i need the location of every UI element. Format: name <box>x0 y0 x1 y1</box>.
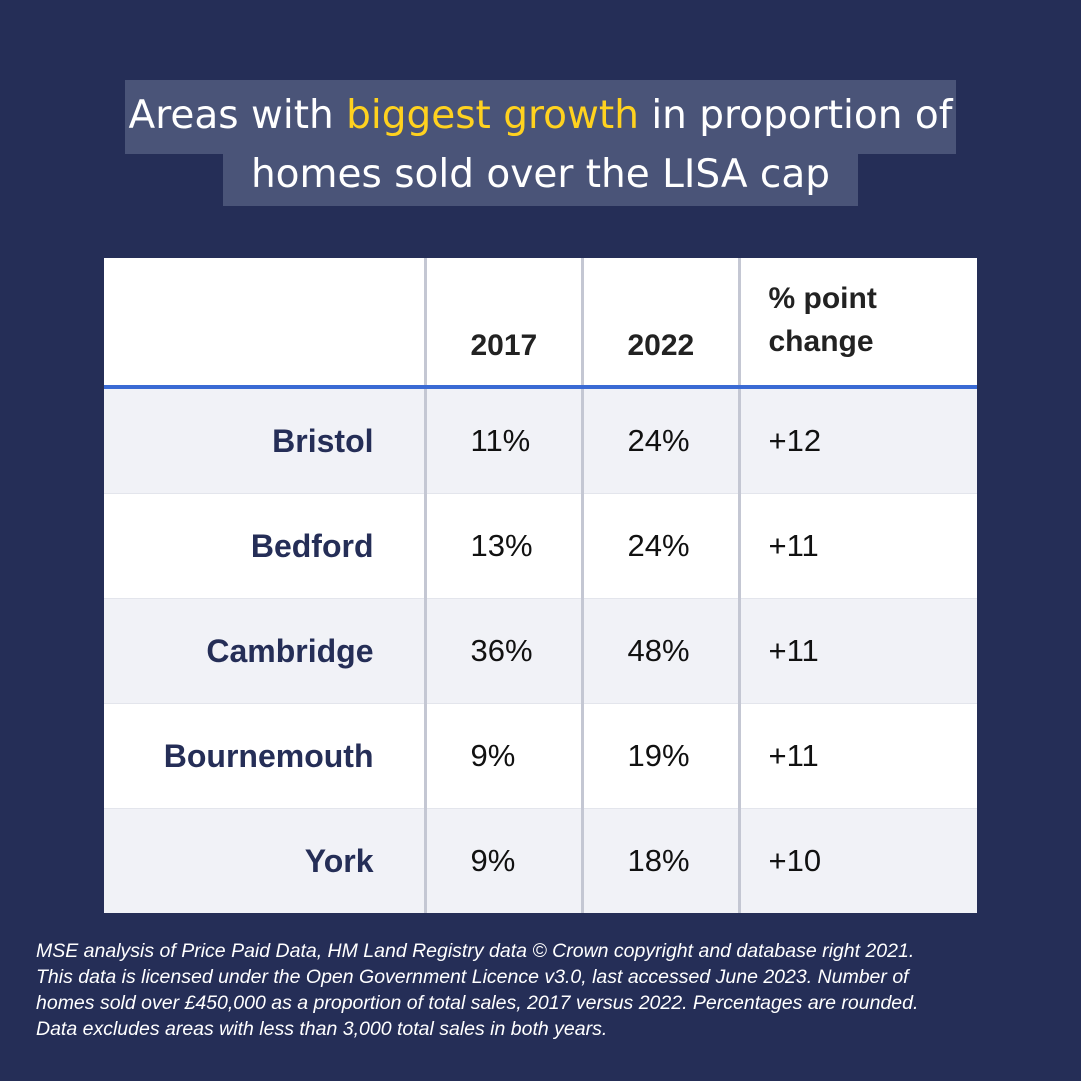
table-row: Bristol 11% 24% +12 <box>104 387 977 494</box>
cell-change: +11 <box>737 598 977 704</box>
header-change-line2: change <box>768 325 874 358</box>
data-table-container: 2017 2022 % point change Bristol 11% 24% … <box>104 258 977 913</box>
source-footnote: MSE analysis of Price Paid Data, HM Land… <box>36 938 1056 1042</box>
cell-2022: 48% <box>580 598 739 704</box>
cell-2022: 18% <box>580 808 739 913</box>
title-text-end: in proportion of <box>638 93 953 138</box>
cell-area: Bournemouth <box>104 703 425 809</box>
cell-2017: 36% <box>423 598 582 704</box>
cell-area: York <box>104 808 425 913</box>
table-row: Bedford 13% 24% +11 <box>104 493 977 599</box>
footnote-line: homes sold over £450,000 as a proportion… <box>36 992 919 1014</box>
cell-change: +10 <box>737 808 977 913</box>
cell-change: +11 <box>737 703 977 809</box>
table-header-row: 2017 2022 % point change <box>104 258 977 389</box>
cell-area: Cambridge <box>104 598 425 704</box>
title-highlight: biggest growth <box>346 93 639 138</box>
cell-area: Bedford <box>104 493 425 599</box>
footnote-line: MSE analysis of Price Paid Data, HM Land… <box>36 940 915 962</box>
header-2022: 2022 <box>580 258 739 389</box>
header-change: % point change <box>737 258 977 389</box>
cell-2017: 13% <box>423 493 582 599</box>
cell-2017: 9% <box>423 703 582 809</box>
cell-area: Bristol <box>104 387 425 494</box>
table-row: Bournemouth 9% 19% +11 <box>104 703 977 809</box>
cell-2022: 24% <box>580 387 739 494</box>
cell-2022: 19% <box>580 703 739 809</box>
title: Areas with biggest growth in proportion … <box>0 80 1081 206</box>
cell-change: +12 <box>737 387 977 494</box>
header-2017: 2017 <box>423 258 582 389</box>
title-line-1: Areas with biggest growth in proportion … <box>124 80 957 154</box>
title-line-2: homes sold over the LISA cap <box>222 154 859 206</box>
table-row: Cambridge 36% 48% +11 <box>104 598 977 704</box>
footnote-line: This data is licensed under the Open Gov… <box>36 966 909 988</box>
table-row: York 9% 18% +10 <box>104 808 977 913</box>
header-change-line1: % point <box>768 282 877 315</box>
title-text-start: Areas with <box>128 93 347 138</box>
footnote-line: Data excludes areas with less than 3,000… <box>36 1018 608 1040</box>
cell-change: +11 <box>737 493 977 599</box>
cell-2017: 9% <box>423 808 582 913</box>
cell-2022: 24% <box>580 493 739 599</box>
data-table: 2017 2022 % point change Bristol 11% 24% … <box>104 258 977 913</box>
cell-2017: 11% <box>423 387 582 494</box>
header-area <box>104 258 425 389</box>
